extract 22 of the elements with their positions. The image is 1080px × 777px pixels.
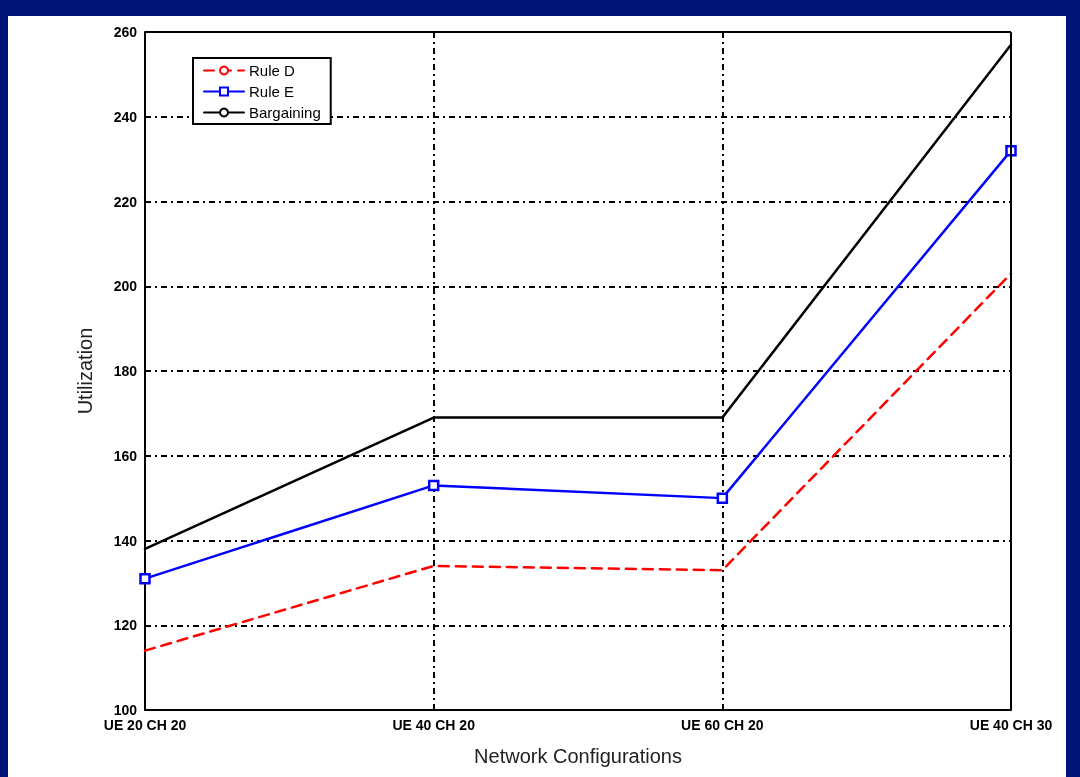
legend-label: Rule D <box>249 62 296 79</box>
y-tick-label: 140 <box>113 532 138 549</box>
x-tick-label: UE 40 CH 30 <box>969 717 1053 733</box>
x-tick-label: UE 60 CH 20 <box>681 717 764 733</box>
y-tick-label: 100 <box>113 702 138 718</box>
x-tick-label: UE 20 CH 20 <box>103 717 187 733</box>
x-axis-title: Network Configurations <box>474 745 682 767</box>
y-tick-label: 180 <box>113 363 138 379</box>
legend-label: Bargaining <box>249 104 321 121</box>
y-tick-label: 260 <box>113 24 138 40</box>
y-axis-title: Utilization <box>74 327 96 415</box>
point <box>139 572 151 585</box>
y-tick-label: 240 <box>113 108 138 125</box>
y-tick-label: 220 <box>113 193 138 210</box>
point <box>716 492 729 504</box>
x-tick-label: UE 40 CH 20 <box>392 717 476 733</box>
y-tick-label: 160 <box>113 447 138 464</box>
legend-label: Rule E <box>249 83 295 100</box>
y-tick-label: 200 <box>113 278 138 295</box>
line-series <box>143 272 1013 652</box>
y-tick-label: 120 <box>113 617 138 634</box>
point <box>427 479 440 492</box>
